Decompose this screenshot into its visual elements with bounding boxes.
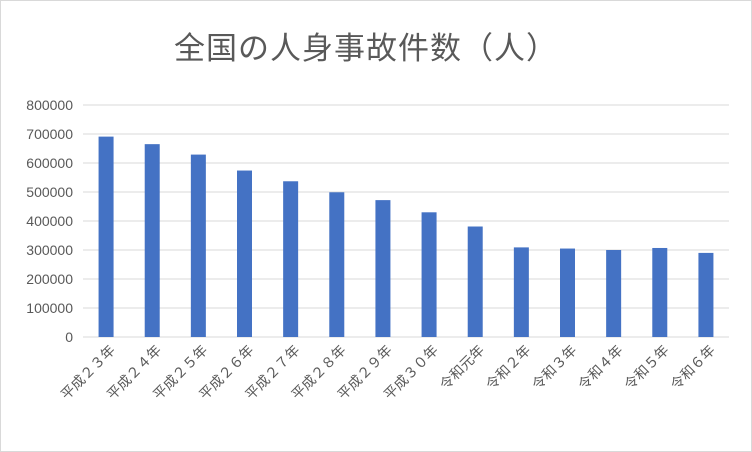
bar [421,212,437,337]
bar [190,154,206,337]
bar [652,247,668,337]
y-tick-label: 100000 [26,300,73,316]
chart-title: 全国の人身事故件数（人） [174,31,558,67]
y-tick-label: 200000 [26,271,73,287]
y-tick-label: 500000 [26,184,73,200]
bar [375,200,391,337]
bar [698,252,714,337]
bar [560,248,575,337]
x-tick-label: 令和６年 [668,343,719,394]
y-tick-label: 300000 [26,242,73,258]
x-tick-label: 令和４年 [576,343,627,394]
x-tick-label: 令和元年 [437,343,488,394]
bar [237,170,252,337]
x-tick-label: 令和３年 [529,343,580,394]
y-tick-label: 0 [65,329,73,345]
x-tick-label: 令和５年 [622,343,673,394]
bar [606,250,622,337]
y-tick-label: 700000 [26,126,73,142]
y-tick-label: 800000 [26,97,73,113]
bar [329,192,345,337]
bar [144,144,160,337]
x-tick-label: 令和２年 [483,343,534,394]
y-tick-label: 400000 [26,213,73,229]
bar [513,247,529,337]
bar [283,181,299,337]
bar [467,226,483,337]
bar [98,136,114,337]
y-tick-label: 600000 [26,155,73,171]
